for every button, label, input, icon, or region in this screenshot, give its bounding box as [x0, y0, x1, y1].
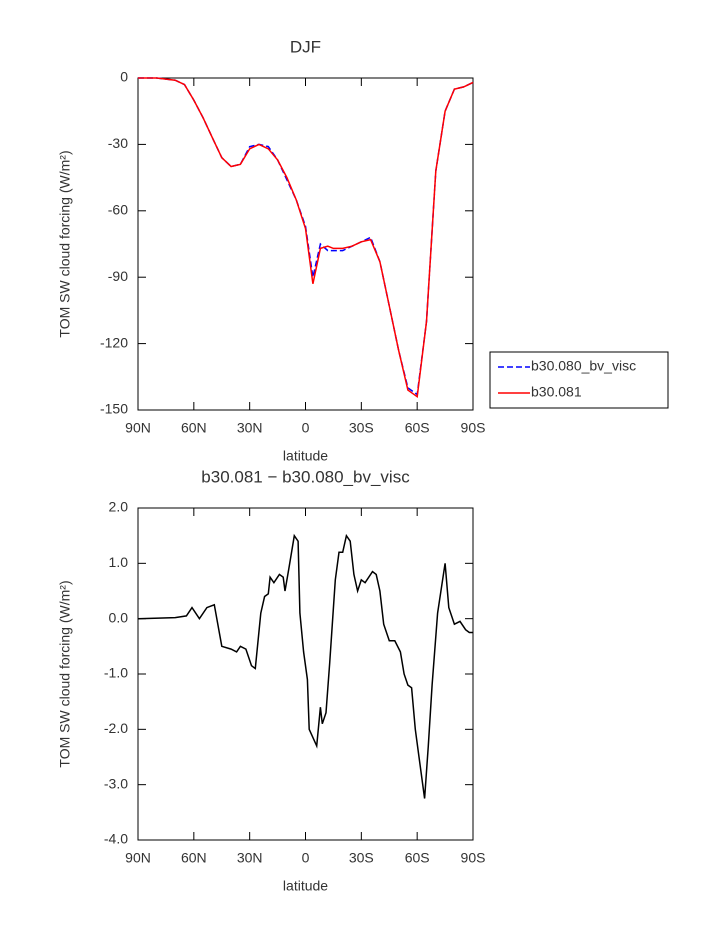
- y-tick-label: -90: [108, 268, 128, 284]
- y-tick-label: 1.0: [109, 554, 129, 570]
- x-tick-label: 90S: [461, 420, 486, 436]
- data-line: [138, 77, 474, 399]
- x-tick-label: 90N: [125, 420, 151, 436]
- data-line: [137, 533, 473, 799]
- x-tick-label: 0: [302, 850, 310, 866]
- x-tick-label: 60N: [181, 850, 207, 866]
- legend-label: b30.081: [531, 384, 582, 400]
- x-tick-label: 30N: [237, 420, 263, 436]
- x-tick-label: 30S: [349, 850, 374, 866]
- y-tick-label: -1.0: [104, 665, 128, 681]
- y-tick-label: -3.0: [104, 775, 128, 791]
- plot-frame: [137, 77, 474, 411]
- x-tick-label: 0: [302, 420, 310, 436]
- x-tick-label: 30S: [349, 420, 374, 436]
- y-tick-label: -4.0: [104, 831, 128, 847]
- x-axis-label: latitude: [283, 878, 328, 894]
- x-tick-label: 60S: [405, 420, 430, 436]
- y-tick-label: -150: [100, 401, 128, 417]
- x-axis-label: latitude: [283, 448, 328, 464]
- x-tick-label: 60N: [181, 420, 207, 436]
- y-tick-label: 2.0: [109, 499, 129, 515]
- y-axis-label: TOM SW cloud forcing (W/m²): [57, 150, 73, 337]
- legend-box: [489, 351, 669, 409]
- y-tick-label: -2.0: [104, 720, 128, 736]
- y-tick-label: -60: [108, 202, 128, 218]
- y-tick-label: 0.0: [109, 609, 129, 625]
- y-tick-label: -30: [108, 135, 128, 151]
- x-tick-label: 90S: [461, 850, 486, 866]
- y-tick-label: 0: [120, 69, 128, 85]
- y-tick-label: -120: [100, 334, 128, 350]
- legend-label: b30.080_bv_visc: [531, 358, 636, 374]
- y-axis-label: TOM SW cloud forcing (W/m²): [57, 580, 73, 767]
- x-tick-label: 30N: [237, 850, 263, 866]
- chart-title: b30.081 − b30.080_bv_visc: [201, 467, 410, 486]
- x-tick-label: 90N: [125, 850, 151, 866]
- chart-title: DJF: [290, 37, 321, 56]
- x-tick-label: 60S: [405, 850, 430, 866]
- data-line: [138, 77, 474, 396]
